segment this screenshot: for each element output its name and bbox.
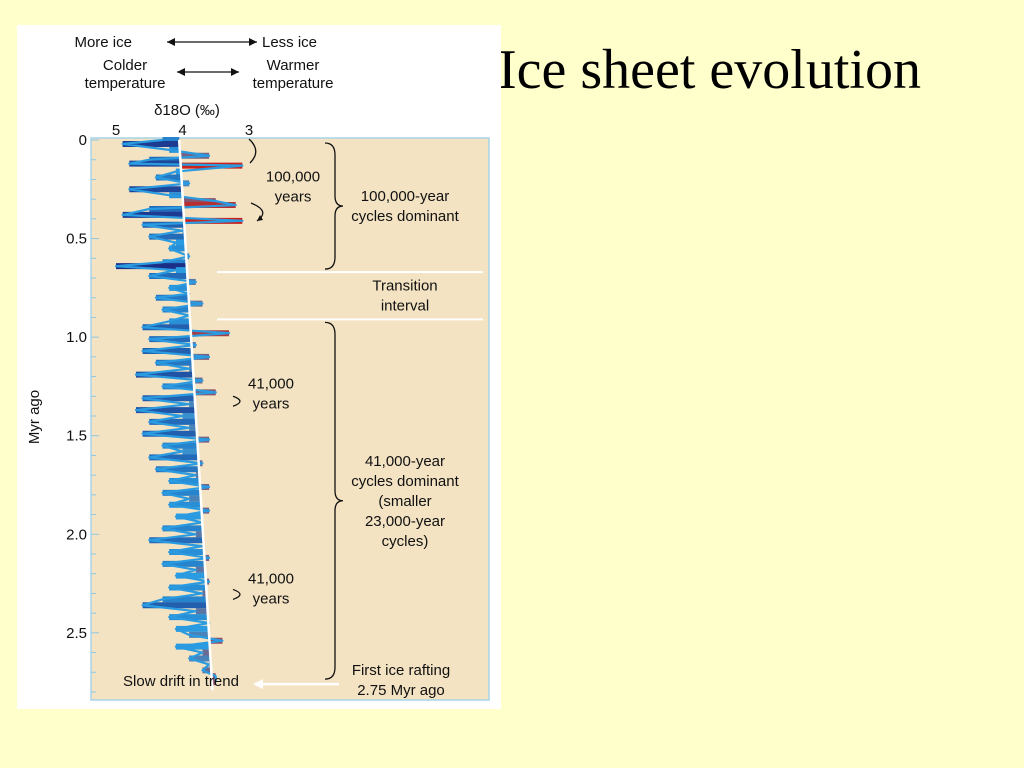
x-tick-label: 4	[178, 122, 186, 139]
cycle-annotation: 41,000 years	[248, 570, 294, 607]
temp-arrow-right-head	[231, 68, 239, 76]
y-axis-title: Myr ago	[26, 390, 43, 444]
y-tick-label: 0.5	[66, 231, 87, 248]
temp-arrow-left-head	[177, 68, 185, 76]
interval-label: 100,000-year cycles dominant	[351, 188, 459, 225]
x-tick-labels: 5 4 3	[112, 122, 253, 139]
cycle-bracket-arrowhead	[257, 215, 263, 221]
trend-line	[177, 139, 214, 691]
less-ice-label: Less ice	[262, 34, 317, 51]
slow-drift-label: Slow drift in trend	[123, 673, 239, 690]
more-ice-label: More ice	[74, 34, 132, 51]
interval-label: 41,000-year cycles dominant (smaller 23,000…	[351, 453, 459, 550]
y-tick-label: 2.0	[66, 526, 87, 543]
slide-title: Ice sheet evolution	[498, 39, 921, 101]
ice-arrow-right-head	[249, 38, 257, 46]
interval-label: Transition interval	[372, 278, 437, 315]
first-ice-rafting-label: First ice rafting 2.75 Myr ago	[352, 662, 450, 699]
delta18o-series	[114, 137, 244, 686]
trend-line-group	[177, 139, 214, 691]
cycle-annotation: 100,000 years	[266, 168, 320, 205]
y-tick-label: 0	[79, 132, 87, 149]
x-tick-label: 5	[112, 122, 120, 139]
annotations: 100,000 years 41,000 years 41,000 years First …	[123, 138, 450, 699]
x-tick-label: 3	[245, 122, 253, 139]
x-axis-title: δ18O (‰)	[154, 102, 220, 119]
chart-header: More ice Less ice Colder temperature Warm…	[74, 34, 333, 119]
series-line	[114, 138, 244, 683]
cycle-bracket	[232, 395, 241, 407]
interval-brace	[324, 142, 344, 270]
y-tick-label: 2.5	[66, 625, 87, 642]
figure-panel: More ice Less ice Colder temperature Warm…	[17, 25, 501, 709]
cycle-bracket-top	[248, 138, 257, 164]
intervals: 100,000-year cycles dominant Transition int…	[217, 142, 483, 680]
interval-brace	[324, 321, 344, 680]
y-tick-label: 1.5	[66, 428, 87, 445]
cycle-bracket	[232, 588, 241, 601]
cycle-annotation: 41,000 years	[248, 375, 294, 412]
colder-temperature-label: Colder temperature	[85, 57, 166, 92]
warmer-temperature-label: Warmer temperature	[253, 57, 334, 92]
ice-arrow-left-head	[167, 38, 175, 46]
y-tick-label: 1.0	[66, 329, 87, 346]
ice-rafting-arrowhead	[253, 679, 263, 690]
delta18o-chart: More ice Less ice Colder temperature Warm…	[26, 34, 490, 701]
y-axis-ticks: 0 0.5 1.0 1.5 2.0 2.5	[66, 132, 99, 693]
